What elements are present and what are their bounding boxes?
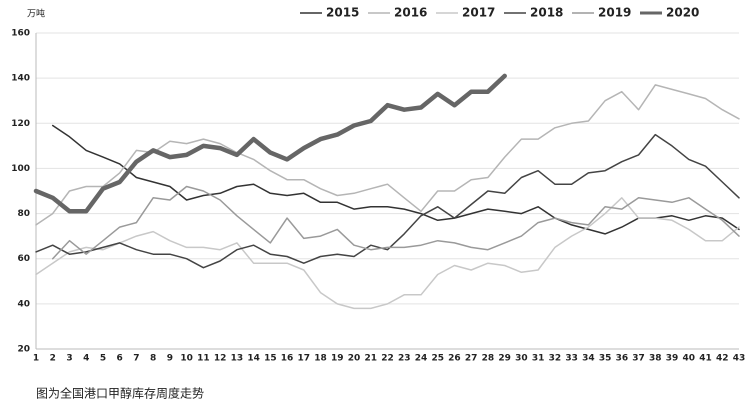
x-tick-label: 35 (599, 354, 612, 364)
legend-label: 2019 (598, 6, 631, 20)
x-tick-label: 25 (431, 354, 444, 364)
y-tick-label: 20 (17, 345, 30, 355)
x-tick-label: 42 (716, 354, 729, 364)
x-tick-label: 7 (133, 354, 139, 364)
legend-label: 2020 (666, 6, 699, 20)
series-line (35, 197, 740, 310)
x-tick-label: 30 (515, 354, 528, 364)
x-tick-label: 27 (465, 354, 478, 364)
x-tick-label: 36 (616, 354, 629, 364)
x-tick-label: 16 (281, 354, 294, 364)
series-line (35, 133, 740, 269)
x-tick-label: 4 (83, 354, 89, 364)
x-tick-label: 1 (33, 354, 39, 364)
y-unit: 万吨 (27, 8, 45, 20)
x-tick-label: 40 (683, 354, 696, 364)
x-tick-label: 26 (448, 354, 461, 364)
legend-label: 2017 (462, 6, 495, 20)
x-tick-label: 38 (649, 354, 662, 364)
x-tick-label: 37 (632, 354, 645, 364)
x-tick-label: 12 (214, 354, 227, 364)
x-tick-label: 17 (298, 354, 311, 364)
caption: 图为全国港口甲醇库存周度走势 (36, 386, 204, 401)
x-tick-label: 8 (150, 354, 156, 364)
y-tick-label: 100 (11, 164, 30, 174)
x-tick-label: 34 (582, 354, 595, 364)
legend-label: 2016 (394, 6, 427, 20)
x-tick-label: 43 (733, 354, 746, 364)
y-tick-label: 160 (11, 29, 30, 39)
x-tick-label: 13 (231, 354, 244, 364)
x-tick-label: 2 (50, 354, 56, 364)
y-tick-label: 80 (17, 209, 30, 219)
x-tick-label: 21 (364, 354, 377, 364)
x-tick-label: 9 (167, 354, 173, 364)
x-tick-label: 19 (331, 354, 344, 364)
x-tick-label: 11 (197, 354, 210, 364)
x-tick-label: 14 (247, 354, 260, 364)
x-tick-label: 31 (532, 354, 545, 364)
x-tick-label: 33 (565, 354, 578, 364)
series-line (51, 124, 740, 235)
x-tick-label: 24 (415, 354, 428, 364)
x-tick-label: 6 (117, 354, 123, 364)
x-tick-label: 22 (381, 354, 394, 364)
x-tick-label: 5 (100, 354, 106, 364)
x-tick-label: 10 (180, 354, 193, 364)
x-tick-label: 3 (66, 354, 72, 364)
y-tick-label: 140 (11, 74, 30, 84)
x-tick-label: 23 (398, 354, 411, 364)
x-tick-label: 20 (348, 354, 361, 364)
legend-label: 2018 (530, 6, 563, 20)
x-tick-label: 15 (264, 354, 277, 364)
x-tick-label: 41 (699, 354, 712, 364)
series-line (33, 73, 507, 214)
x-tick-label: 18 (314, 354, 327, 364)
x-tick-label: 29 (498, 354, 511, 364)
x-tick-label: 39 (666, 354, 679, 364)
series-line (51, 185, 740, 260)
legend-label: 2015 (326, 6, 359, 20)
y-tick-label: 60 (17, 254, 30, 264)
x-tick-label: 28 (482, 354, 495, 364)
y-tick-label: 40 (17, 299, 30, 309)
x-tick-label: 32 (549, 354, 562, 364)
y-tick-label: 120 (11, 119, 30, 129)
